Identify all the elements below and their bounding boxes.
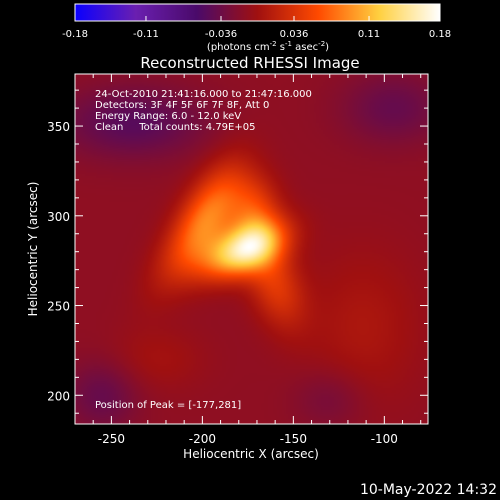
peak-position-label: Position of Peak = [-177,281]: [95, 400, 241, 411]
colorbar-tick-label: -0.036: [205, 29, 237, 40]
info-block: 24-Oct-2010 21:41:16.000 to 21:47:16.000…: [95, 89, 312, 411]
x-tick-label: -150: [280, 432, 307, 446]
y-tick-labels: 200 250 300 350: [47, 120, 70, 403]
x-tick-label: -200: [189, 432, 216, 446]
y-tick-label: 350: [47, 120, 70, 134]
x-tick-labels: -250 -200 -150 -100: [98, 432, 398, 446]
colorbar-tick-label: -0.11: [133, 29, 159, 40]
y-axis-label: Heliocentric Y (arcsec): [26, 182, 40, 317]
y-tick-label: 300: [47, 210, 70, 224]
axis-ticks: [74, 74, 428, 424]
footer-timestamp: 10-May-2022 14:32: [360, 482, 497, 498]
colorbar-tick-label: 0.18: [429, 29, 451, 40]
plot-area: -250 -200 -150 -100 200 250 300 350: [47, 73, 429, 446]
colorbar-tick-label: 0.11: [358, 29, 380, 40]
plot-frame: [74, 73, 429, 425]
chart-title: Reconstructed RHESSI Image: [140, 54, 359, 72]
x-tick-label: -100: [371, 432, 398, 446]
colorbar-gradient: [74, 3, 441, 22]
x-tick-label: -250: [98, 432, 125, 446]
heatmap-image: [75, 74, 428, 424]
colorbar-tick-label: -0.18: [62, 29, 88, 40]
colorbar-unit-label: (photons cm-2 s-1 asec-2): [207, 40, 329, 53]
info-line-energy: Energy Range: 6.0 - 12.0 keV: [95, 111, 241, 122]
colorbar: -0.18 -0.11 -0.036 0.036 0.11 0.18 (photons c…: [62, 3, 451, 53]
x-axis-label: Heliocentric X (arcsec): [183, 447, 319, 461]
info-line-counts: Clean Total counts: 4.79E+05: [95, 122, 255, 133]
y-tick-label: 250: [47, 300, 70, 314]
colorbar-ticks: [74, 16, 441, 21]
y-tick-label: 200: [47, 389, 70, 403]
info-line-detectors: Detectors: 3F 4F 5F 6F 7F 8F, Att 0: [95, 100, 269, 111]
colorbar-tick-label: 0.036: [280, 29, 309, 40]
colorbar-tick-labels: -0.18 -0.11 -0.036 0.036 0.11 0.18: [62, 29, 451, 40]
info-line-time: 24-Oct-2010 21:41:16.000 to 21:47:16.000: [95, 89, 312, 100]
